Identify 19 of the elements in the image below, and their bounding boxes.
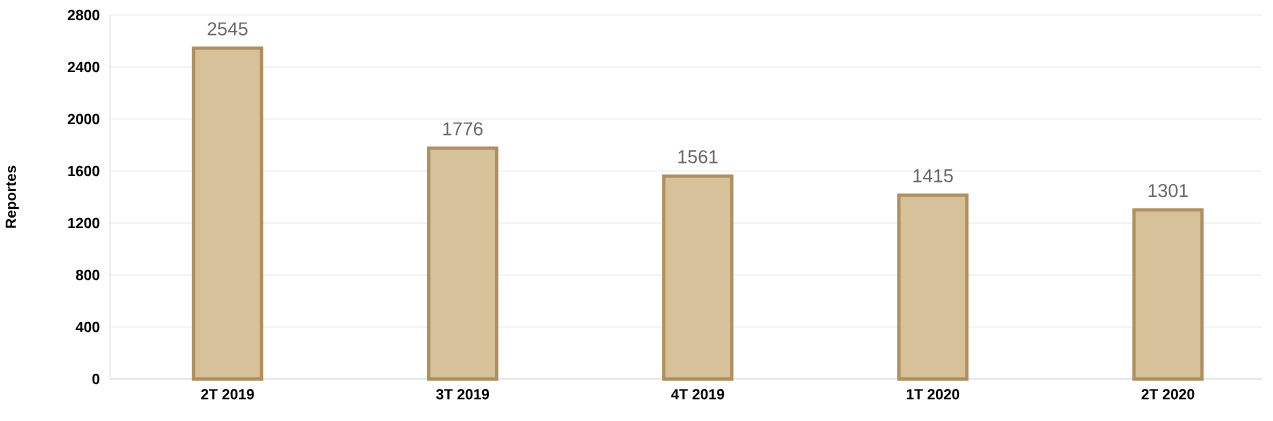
data-label: 1776 xyxy=(443,122,483,136)
y-tick-label: 400 xyxy=(75,321,100,333)
data-label: 2545 xyxy=(207,22,248,36)
y-tick-label: 2800 xyxy=(67,9,100,21)
data-label: 1561 xyxy=(678,150,718,164)
y-axis-title: Reportes xyxy=(5,165,19,228)
data-label: 1301 xyxy=(1148,183,1188,198)
y-tick-label: 800 xyxy=(75,269,100,281)
y-tick-label: 2400 xyxy=(67,61,100,73)
x-tick-label: 4T 2019 xyxy=(671,389,725,400)
x-tick-label: 2T 2019 xyxy=(201,389,254,400)
x-tick-label: 2T 2020 xyxy=(1141,389,1195,400)
y-tick-label: 2000 xyxy=(67,113,100,125)
data-label: 1415 xyxy=(913,169,953,183)
x-tick-label: 3T 2019 xyxy=(436,389,489,400)
y-tick-label: 1200 xyxy=(68,217,100,229)
y-tick-label: 0 xyxy=(92,373,100,385)
y-tick-label: 1600 xyxy=(68,165,100,177)
x-tick-label: 1T 2020 xyxy=(906,389,960,400)
